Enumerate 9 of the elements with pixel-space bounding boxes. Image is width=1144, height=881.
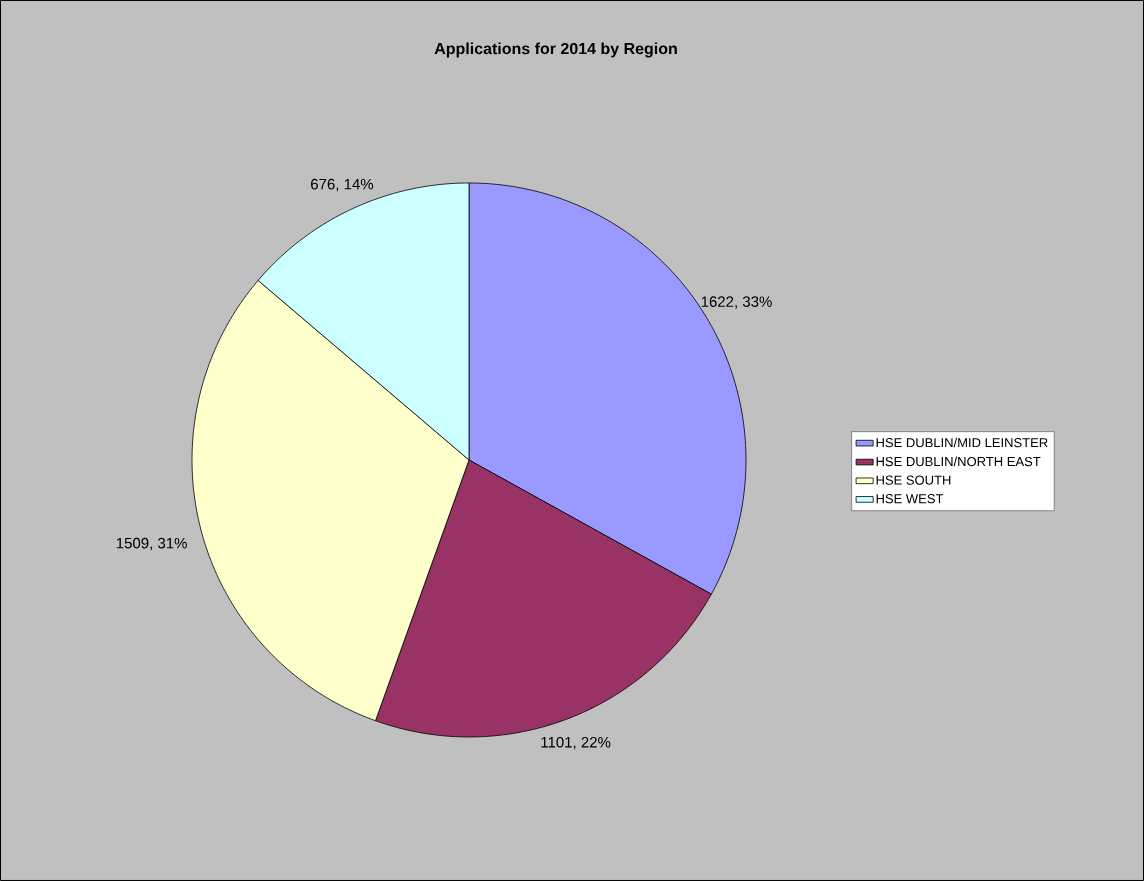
legend-label: HSE DUBLIN/MID LEINSTER	[876, 437, 1048, 448]
data-label: 1101, 22%	[541, 736, 611, 750]
legend-label: HSE DUBLIN/NORTH EAST	[876, 456, 1041, 467]
data-label: 1622, 33%	[701, 296, 772, 309]
legend-label: HSE WEST	[876, 494, 944, 504]
data-label: 1509, 31%	[116, 537, 187, 551]
chart-title: Applications for 2014 by Region	[434, 42, 677, 58]
legend-label: HSE SOUTH	[876, 475, 951, 485]
data-label: 676, 14%	[311, 178, 374, 192]
